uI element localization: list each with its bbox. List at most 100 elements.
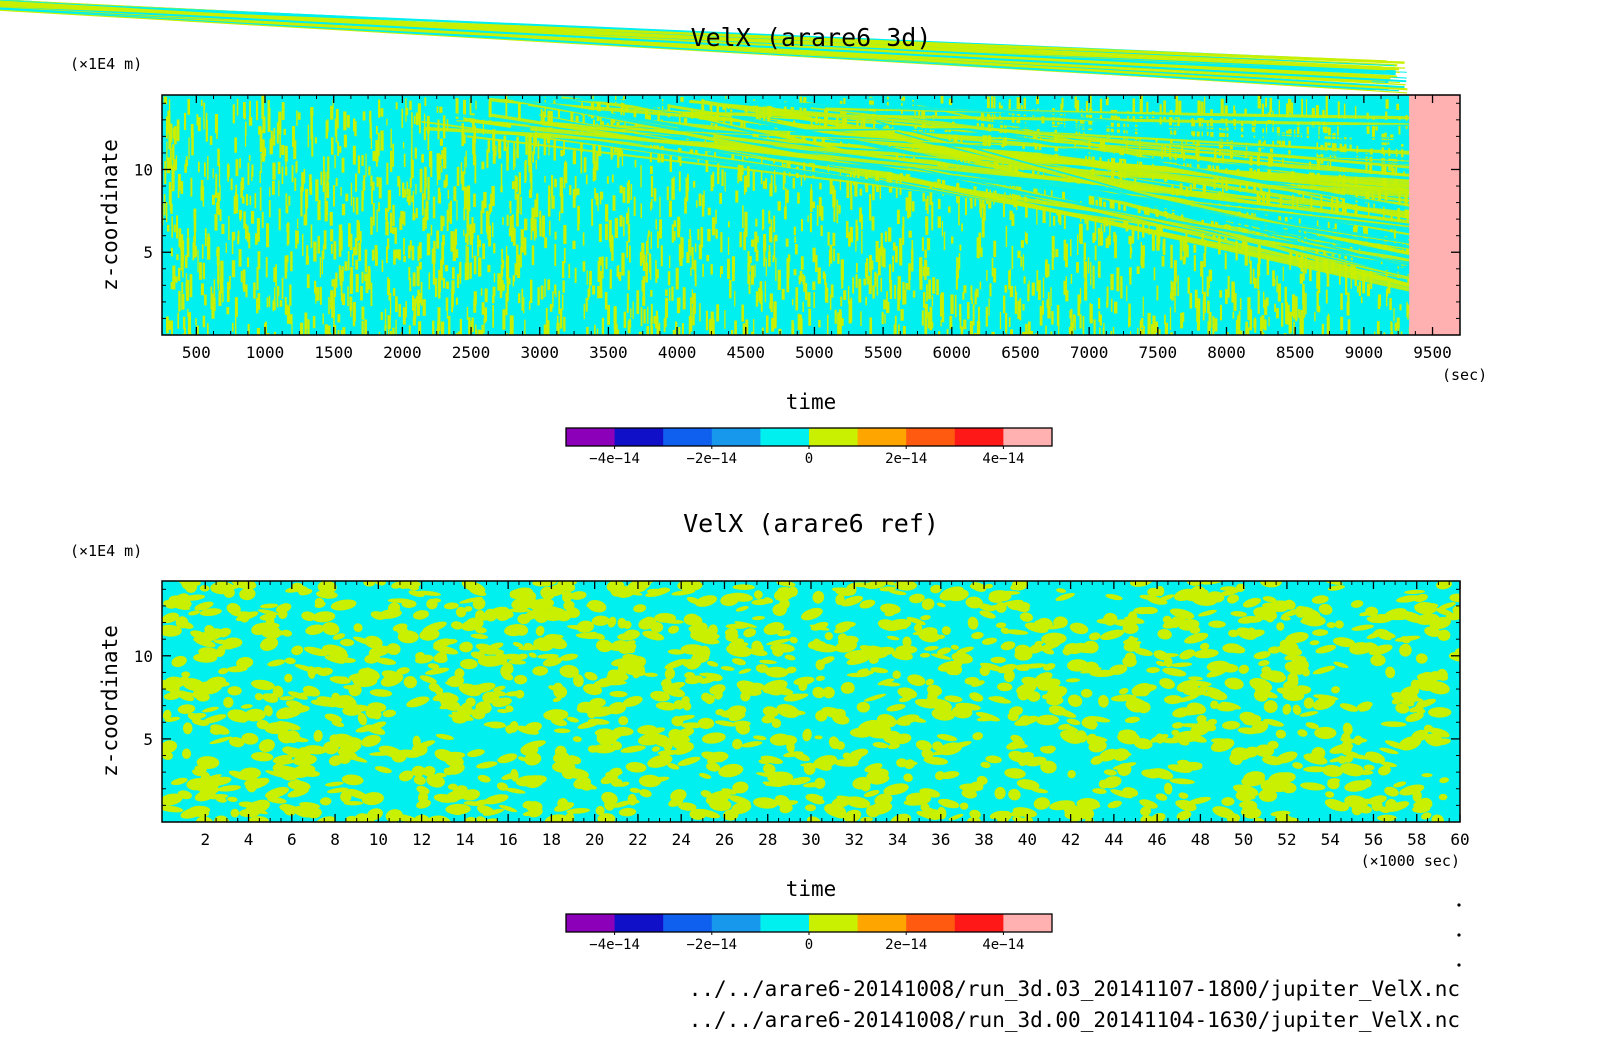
noise-cell — [311, 134, 314, 157]
noise-cell — [408, 325, 411, 335]
noise-blob — [548, 685, 561, 692]
noise-cell — [758, 287, 760, 302]
noise-cell — [1226, 125, 1229, 147]
noise-cell — [446, 209, 449, 232]
x-axis-label-3d: time — [786, 390, 837, 414]
noise-blob — [267, 796, 287, 804]
noise-cell — [940, 292, 945, 313]
noise-cell — [1391, 322, 1393, 333]
noise-blob — [1207, 718, 1218, 726]
noise-cell — [1336, 199, 1339, 222]
noise-blob — [1019, 715, 1031, 726]
noise-cell — [1387, 282, 1391, 294]
panel-3d: VelX (arare6 3d) (×1E4 m) 500 1000 1500 200… — [0, 0, 1487, 467]
noise-cell — [529, 163, 533, 183]
noise-cell — [812, 281, 816, 291]
noise-blob — [707, 624, 718, 636]
noise-cell — [404, 189, 407, 198]
noise-cell — [705, 145, 708, 162]
noise-cell — [246, 232, 250, 241]
x-tick-label: 42 — [1061, 830, 1080, 849]
noise-cell — [442, 216, 445, 227]
noise-cell — [340, 330, 344, 335]
noise-cell — [358, 242, 362, 261]
noise-cell — [533, 226, 536, 241]
noise-cell — [544, 237, 548, 249]
noise-cell — [1316, 291, 1319, 312]
noise-blob — [226, 603, 241, 615]
noise-cell — [848, 232, 851, 247]
noise-cell — [1170, 280, 1172, 298]
noise-blob — [1040, 746, 1054, 754]
noise-blob — [735, 606, 749, 612]
noise-blob — [400, 582, 421, 589]
noise-cell — [514, 180, 517, 200]
noise-cell — [1285, 302, 1289, 325]
noise-cell — [1300, 133, 1303, 141]
noise-blob — [843, 809, 862, 822]
noise-cell — [1300, 309, 1304, 330]
noise-cell — [371, 187, 373, 205]
noise-blob — [182, 748, 192, 759]
noise-blob — [844, 650, 870, 660]
noise-blob — [709, 794, 723, 805]
noise-cell — [346, 115, 350, 128]
noise-cell — [1203, 252, 1206, 268]
noise-blob — [1193, 649, 1219, 659]
noise-cell — [423, 129, 426, 141]
noise-cell — [201, 244, 204, 259]
x-tick-label: 10 — [369, 830, 388, 849]
noise-cell — [228, 216, 230, 241]
noise-blob — [698, 772, 712, 779]
ticks-ref: 2 4 6 8 10 12 14 16 18 20 22 24 26 28 30 32 34 36 38 40 42 44… — [134, 581, 1470, 849]
no-data-region-3d — [1409, 95, 1460, 335]
noise-blob — [419, 675, 437, 684]
colorbar-segment — [614, 428, 664, 446]
noise-cell — [655, 259, 657, 276]
noise-cell — [888, 227, 892, 242]
noise-cell — [1354, 274, 1358, 287]
noise-cell — [406, 107, 409, 116]
noise-cell — [387, 190, 390, 213]
noise-cell — [834, 189, 836, 206]
noise-blob — [1314, 726, 1337, 739]
noise-blob — [1430, 671, 1449, 681]
noise-blob — [230, 808, 240, 818]
noise-cell — [500, 163, 503, 186]
noise-blob — [1367, 795, 1387, 805]
noise-blob — [171, 655, 187, 668]
noise-cell — [659, 196, 661, 218]
noise-cell — [650, 175, 654, 198]
noise-cell — [268, 295, 271, 307]
noise-cell — [482, 243, 486, 260]
noise-cell — [1249, 309, 1253, 331]
noise-cell — [432, 320, 435, 335]
noise-cell — [1282, 158, 1284, 167]
noise-blob — [660, 678, 672, 688]
noise-blob — [1055, 592, 1075, 601]
noise-cell — [687, 173, 689, 192]
noise-blob — [357, 712, 367, 726]
noise-cell — [1147, 312, 1151, 335]
noise-cell — [387, 277, 389, 296]
noise-cell — [759, 112, 761, 126]
noise-cell — [213, 297, 216, 312]
x-tick-label: 8 — [330, 830, 340, 849]
noise-cell — [1238, 330, 1243, 335]
noise-cell — [574, 175, 577, 198]
noise-cell — [1327, 217, 1330, 233]
noise-cell — [352, 196, 355, 213]
noise-blob — [941, 667, 961, 672]
noise-cell — [803, 168, 806, 181]
noise-cell — [624, 119, 626, 131]
noise-cell — [493, 273, 496, 283]
noise-cell — [1132, 98, 1136, 122]
noise-cell — [483, 309, 486, 324]
noise-blob — [732, 781, 749, 794]
noise-cell — [1256, 219, 1258, 237]
noise-cell — [269, 138, 273, 155]
noise-blob — [537, 653, 559, 659]
noise-cell — [1395, 148, 1398, 165]
noise-blob — [293, 737, 309, 743]
noise-cell — [1074, 140, 1076, 151]
